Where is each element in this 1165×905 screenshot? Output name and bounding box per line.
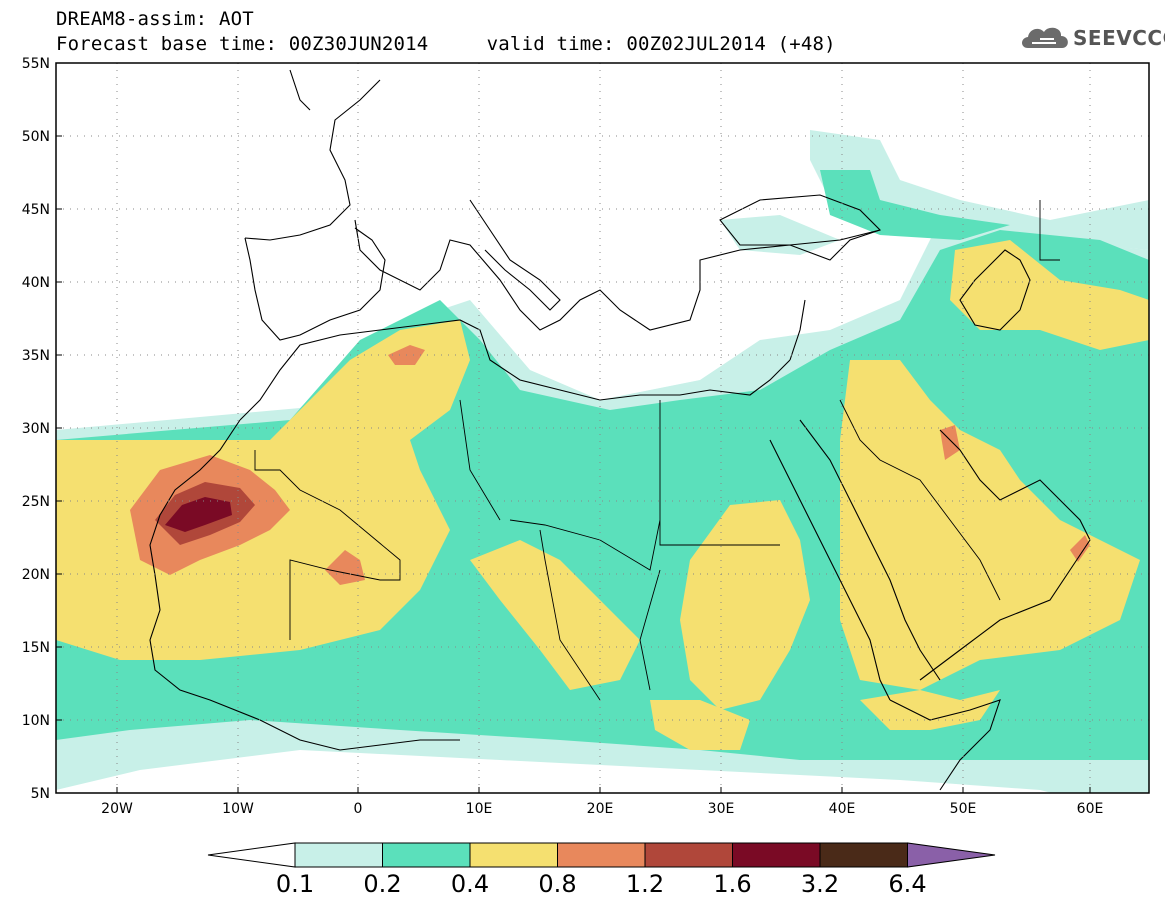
- colorbar-over-arrow: [907, 842, 996, 868]
- valid-time: valid time: 00Z02JUL2014 (+48): [486, 33, 836, 55]
- aot-level-0.8-oman: [1070, 535, 1090, 562]
- coastline-iberia: [244, 227, 386, 341]
- colorbar-tick-label: 0.8: [538, 870, 577, 898]
- colorbar-swatch: [557, 842, 646, 868]
- coastline-caspian: [959, 249, 1031, 331]
- lon-label: 30E: [708, 801, 735, 817]
- colorbar-tick-label: 0.2: [363, 870, 402, 898]
- map-title: DREAM8-assim: AOT: [56, 8, 254, 30]
- aot-contours: [56, 130, 1149, 793]
- coastline-italy: [469, 199, 561, 311]
- coastline-red-sea: [769, 299, 941, 701]
- aot-level-0.4-horn: [860, 690, 1000, 730]
- lat-label: 55N: [22, 56, 50, 72]
- cloud-icon: [1022, 27, 1068, 48]
- aot-level-1.6: [165, 497, 232, 532]
- lat-label: 40N: [22, 275, 50, 291]
- coastlines: [149, 69, 1091, 791]
- lat-label: 45N: [22, 202, 50, 218]
- lat-label: 30N: [22, 421, 50, 437]
- seevccc-logo: SEEVCCC: [1018, 22, 1165, 56]
- aot-level-0.4-arabia: [840, 360, 1140, 690]
- graticule: [56, 63, 1149, 793]
- colorbar-swatch: [819, 842, 908, 868]
- colorbar-tick-label: 0.4: [450, 870, 490, 898]
- colorbar-swatch: [294, 842, 383, 868]
- coastline-horn: [889, 699, 1001, 791]
- coastline-europe: [244, 69, 881, 331]
- lon-labels: 20W 10W 0 10E 20E 30E 40E 50E 60E: [101, 801, 1103, 817]
- lat-label: 25N: [22, 494, 50, 510]
- lon-label: 0: [354, 801, 363, 817]
- aot-level-0.4-sahel: [650, 700, 750, 750]
- coastline-west-africa: [149, 419, 460, 751]
- lat-label: 5N: [31, 786, 50, 802]
- base-time: Forecast base time: 00Z30JUN2014: [56, 33, 429, 55]
- colorbar-swatch: [382, 842, 471, 868]
- lon-label: 20W: [101, 801, 133, 817]
- time-info: Forecast base time: 00Z30JUN2014 valid t…: [56, 33, 836, 55]
- lat-label: 20N: [22, 567, 50, 583]
- aot-level-0.4-sudan: [680, 500, 810, 710]
- lat-labels: 55N 50N 45N 40N 35N 30N 25N 20N 15N 10N …: [22, 56, 50, 802]
- lat-label: 15N: [22, 640, 50, 656]
- colorbar-tick-label: 6.4: [888, 870, 927, 898]
- coastline-black-sea: [719, 194, 882, 246]
- coastline-arabia: [919, 429, 1091, 681]
- colorbar-under-arrow: [207, 842, 296, 868]
- colorbar-swatch: [644, 842, 733, 868]
- colorbar: [207, 842, 996, 868]
- aot-level-0.8-mali: [325, 550, 365, 585]
- colorbar-swatch: [732, 842, 821, 868]
- aot-level-0.2-north: [820, 170, 1010, 240]
- lon-label: 20E: [587, 801, 614, 817]
- lon-label: 60E: [1077, 801, 1104, 817]
- aot-level-0.4-caspian: [950, 240, 1149, 350]
- logo-text: SEEVCCC: [1073, 26, 1165, 50]
- colorbar-tick-label: 0.1: [275, 870, 315, 898]
- coastline-north-africa: [239, 319, 791, 421]
- lon-label: 10W: [222, 801, 254, 817]
- colorbar-swatch: [469, 842, 558, 868]
- tick-marks: [56, 62, 1091, 794]
- country-borders: [254, 200, 1060, 701]
- lat-label: 50N: [22, 129, 50, 145]
- aot-level-0.8-iraq: [940, 425, 960, 460]
- lon-label: 40E: [829, 801, 856, 817]
- lat-label: 10N: [22, 713, 50, 729]
- colorbar-tick-label: 3.2: [800, 870, 840, 898]
- colorbar-tick-label: 1.6: [713, 870, 752, 898]
- colorbar-tick-label: 1.2: [625, 870, 665, 898]
- lon-label: 10E: [466, 801, 493, 817]
- lat-label: 35N: [22, 348, 50, 364]
- lon-label: 50E: [950, 801, 977, 817]
